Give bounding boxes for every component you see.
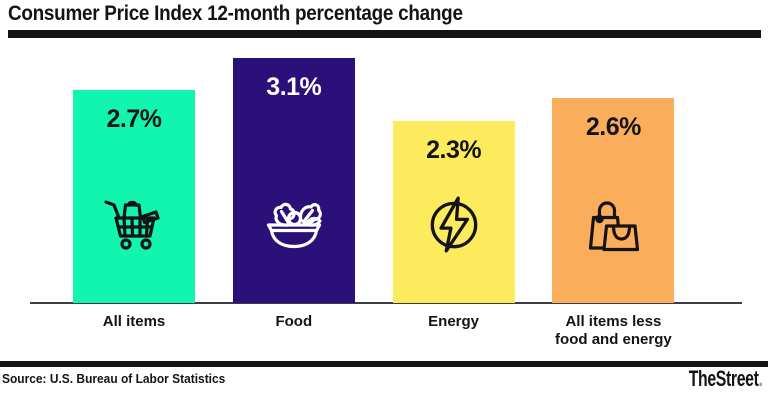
source-attribution: Source: U.S. Bureau of Labor Statistics: [2, 371, 226, 386]
bar-icon-holder: [99, 188, 169, 256]
shopping-cart-icon: [104, 200, 160, 250]
x-tick-all-items-less-food-and-energy: All items less food and energy: [555, 313, 672, 349]
salad-bowl-icon: [266, 202, 322, 249]
bar-energy: 2.3%: [392, 121, 515, 303]
title-underline-rule: [8, 30, 761, 38]
energy-bolt-icon: [430, 196, 477, 253]
bar-food: 3.1%: [232, 58, 355, 303]
bar-icon-holder: [578, 188, 648, 256]
thestreet-logo-text: TheStreet: [689, 366, 759, 391]
bar-all-items-less-food-and-energy: 2.6%: [552, 97, 675, 303]
thestreet-logo-period: .: [758, 366, 763, 391]
x-axis-baseline: [30, 302, 742, 304]
shopping-bags-icon: [589, 201, 640, 252]
bar-value-label: 3.1%: [266, 73, 322, 102]
footer-rule: [0, 361, 768, 367]
thestreet-logo: TheStreet.: [689, 366, 763, 392]
bar-value-label: 2.3%: [426, 136, 482, 165]
x-tick-energy: Energy: [428, 313, 480, 330]
x-tick-all-items: All items: [102, 313, 166, 330]
bar-all-items: 2.7%: [73, 89, 195, 303]
x-tick-food: Food: [275, 313, 313, 330]
chart-title: Consumer Price Index 12-month percentage…: [8, 2, 463, 25]
bar-icon-holder: [422, 192, 486, 256]
bar-value-label: 2.6%: [585, 112, 641, 141]
bar-value-label: 2.7%: [106, 104, 162, 133]
bar-icon-holder: [259, 188, 329, 256]
